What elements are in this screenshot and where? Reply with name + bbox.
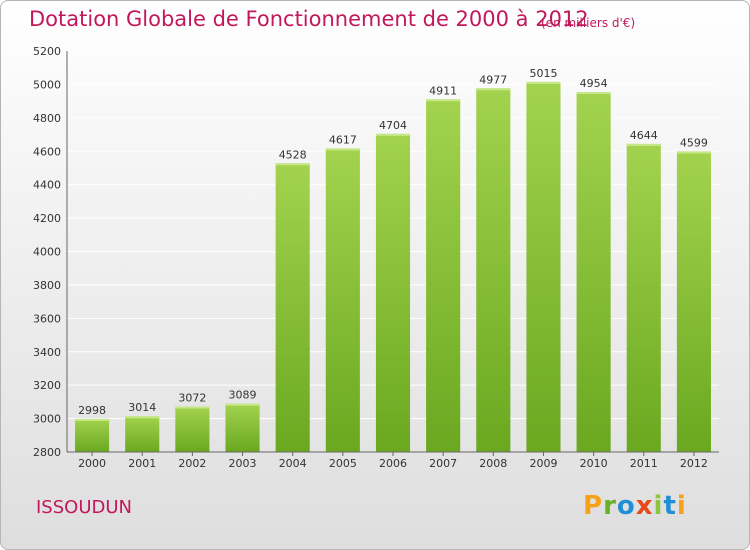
bar-highlight [75, 418, 110, 421]
bar [576, 92, 611, 452]
y-tick-label: 3000 [33, 413, 61, 426]
logo-letter: i [653, 491, 664, 521]
x-tick-label: 2012 [680, 457, 708, 470]
bar-highlight [275, 163, 310, 166]
logo-letter: x [635, 491, 654, 521]
commune-name: ISSOUDUN [36, 497, 133, 518]
x-tick-label: 2011 [630, 457, 658, 470]
x-tick-label: 2000 [78, 457, 106, 470]
data-label: 4911 [429, 84, 457, 97]
data-label: 3072 [178, 392, 206, 405]
y-tick-label: 3600 [33, 312, 61, 325]
logo-letter: o [616, 491, 636, 521]
logo-letter: r [603, 491, 617, 521]
logo-letter: P [583, 491, 604, 521]
bar [676, 151, 711, 452]
x-tick-label: 2002 [178, 457, 206, 470]
bar-highlight [125, 416, 160, 419]
y-tick-label: 4400 [33, 179, 61, 192]
bar [626, 143, 661, 453]
data-label: 4599 [680, 136, 708, 149]
bar [225, 403, 260, 452]
x-tick-label: 2005 [329, 457, 357, 470]
y-tick-label: 4600 [33, 145, 61, 158]
y-tick-label: 4200 [33, 212, 61, 225]
x-tick-label: 2004 [279, 457, 307, 470]
data-label: 4704 [379, 119, 407, 132]
y-tick-label: 3200 [33, 379, 61, 392]
y-tick-label: 3400 [33, 346, 61, 359]
x-tick-label: 2008 [479, 457, 507, 470]
chart-subtitle: (en milliers d'€) [541, 16, 636, 30]
bar-highlight [225, 403, 260, 406]
y-tick-label: 2800 [33, 446, 61, 459]
bar-highlight [476, 88, 511, 91]
data-label: 2998 [78, 404, 106, 417]
bar-highlight [576, 92, 611, 95]
bar-highlight [526, 81, 561, 84]
bar [75, 418, 110, 452]
data-label: 5015 [529, 67, 557, 80]
y-tick-label: 5200 [33, 45, 61, 58]
data-label: 3014 [128, 401, 156, 414]
bar [325, 148, 360, 452]
x-tick-label: 2007 [429, 457, 457, 470]
x-tick-label: 2009 [529, 457, 557, 470]
bar [526, 81, 561, 453]
axis-layer: 2800 3000 3200 3400 3600 3800 4000 4200 4400 4600… [33, 45, 719, 470]
x-tick-label: 2006 [379, 457, 407, 470]
x-tick-label: 2001 [128, 457, 156, 470]
bar [275, 163, 310, 452]
data-label: 4644 [630, 129, 658, 142]
bar [476, 88, 511, 452]
y-tick-label: 4000 [33, 246, 61, 259]
proxiti-logo: Proxiti [583, 491, 687, 521]
logo-letter: t [663, 491, 677, 521]
bar-highlight [676, 151, 711, 154]
bar-highlight [426, 99, 461, 102]
bar [426, 99, 461, 453]
bar [175, 406, 210, 452]
bar-highlight [325, 148, 360, 151]
y-tick-label: 3800 [33, 279, 61, 292]
bar-highlight [375, 133, 411, 136]
data-label: 4954 [580, 77, 608, 90]
y-tick-label: 4800 [33, 112, 61, 125]
bar [375, 133, 411, 452]
data-label: 4977 [479, 73, 507, 86]
bar-highlight [626, 143, 661, 146]
data-label: 3089 [229, 389, 257, 402]
x-tick-label: 2003 [229, 457, 257, 470]
data-label: 4617 [329, 133, 357, 146]
data-label: 4528 [279, 148, 307, 161]
x-tick-label: 2010 [580, 457, 608, 470]
bar [125, 416, 160, 452]
bars-layer [75, 81, 711, 453]
chart-title: Dotation Globale de Fonctionnement de 20… [29, 7, 589, 31]
bar-highlight [175, 406, 210, 409]
logo-letter: i [676, 491, 687, 521]
y-tick-label: 5000 [33, 78, 61, 91]
